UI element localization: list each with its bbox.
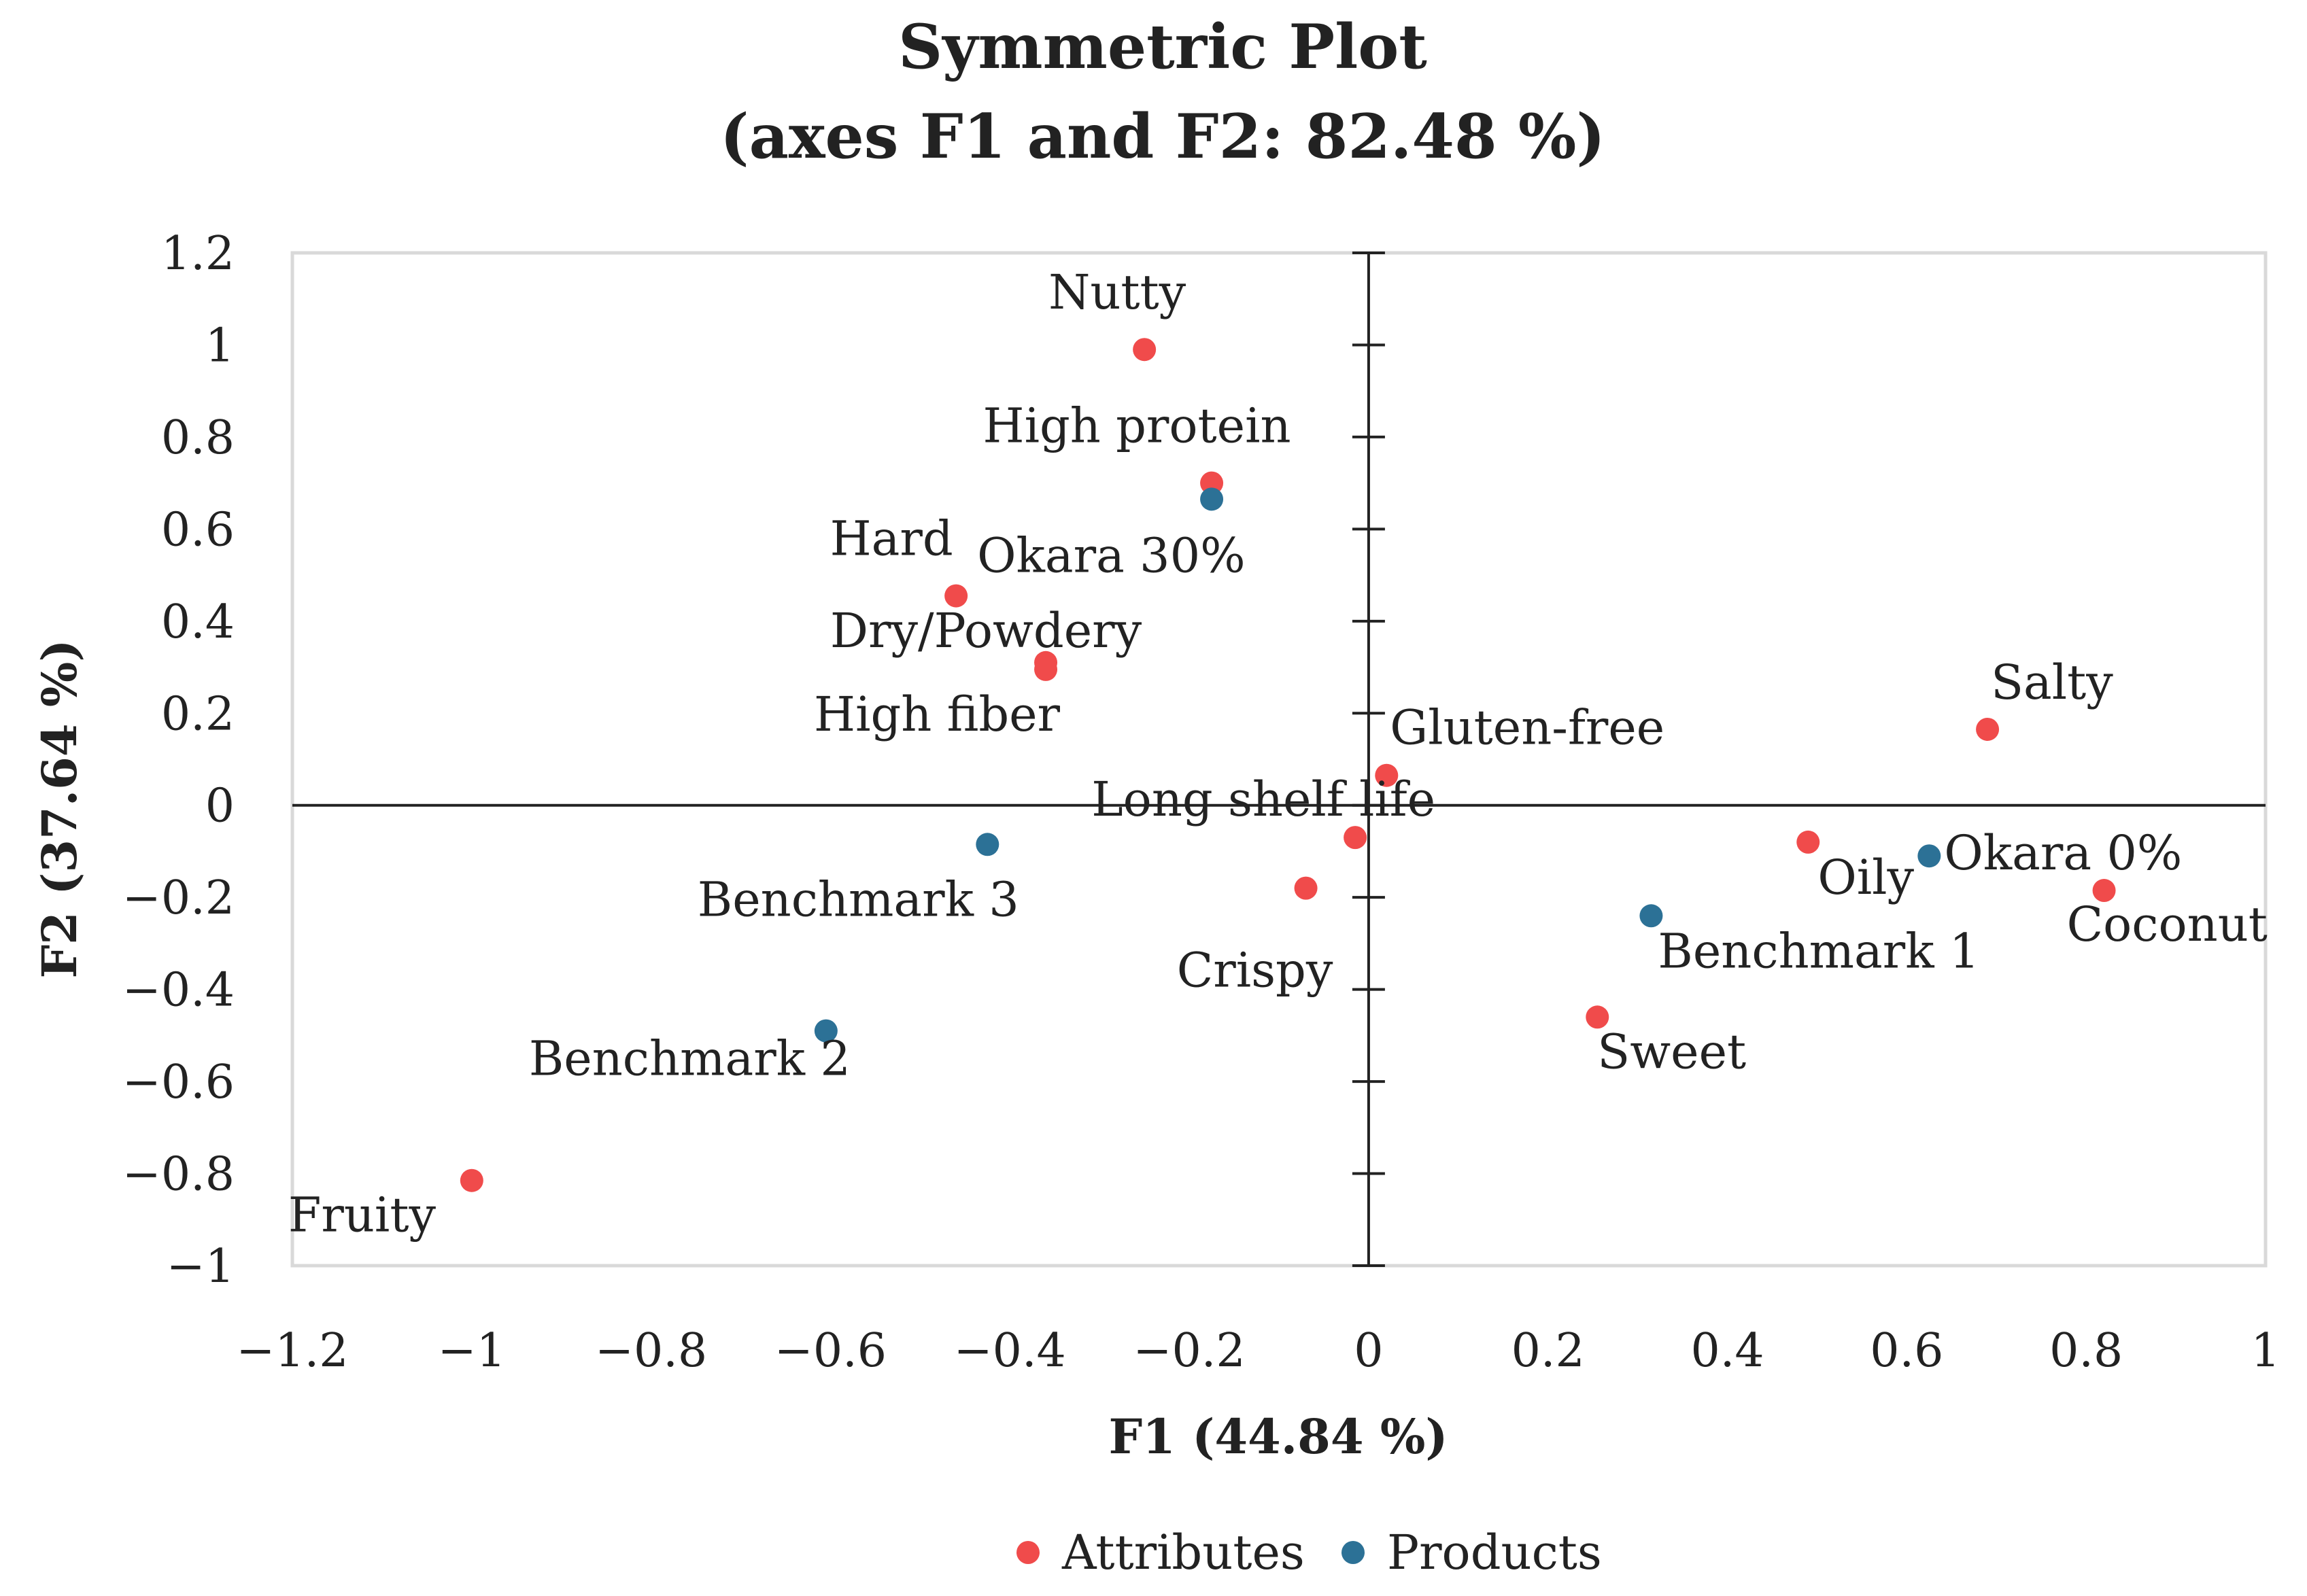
y-tick-label: −1 xyxy=(167,1240,235,1294)
label-salty: Salty xyxy=(1991,655,2113,710)
y-tick-label: 0.6 xyxy=(161,503,235,557)
label-gluten-free: Gluten-free xyxy=(1390,700,1664,756)
label-crispy: Crispy xyxy=(1177,943,1333,999)
y-tick-label: 1.2 xyxy=(161,227,235,281)
x-tick-label: −1 xyxy=(438,1324,506,1378)
x-tick-label: −0.8 xyxy=(595,1324,707,1378)
chart-title: Symmetric Plot xyxy=(898,11,1427,83)
point-salty xyxy=(1976,717,2000,741)
label-okara-30: Okara 30% xyxy=(977,527,1246,583)
point-okara-30 xyxy=(1200,487,1224,511)
point-hard xyxy=(944,584,968,608)
legend: Attributes Products xyxy=(1016,1525,1602,1580)
data-points xyxy=(460,338,2116,1192)
x-tick-label: 0.4 xyxy=(1690,1324,1764,1378)
point-sweet xyxy=(1586,1005,1609,1029)
point-fruity xyxy=(460,1168,483,1192)
point-benchmark-1 xyxy=(1639,904,1663,928)
point-benchmark-2 xyxy=(814,1019,838,1043)
x-tick-label: −0.6 xyxy=(774,1324,887,1378)
plot-frame xyxy=(290,251,2268,1268)
x-axis-title: F1 (44.84 %) xyxy=(1108,1408,1448,1465)
x-tick-label: 1 xyxy=(2251,1324,2280,1378)
label-dry-powdery: Dry/Powdery xyxy=(830,603,1142,659)
axes-layer xyxy=(292,251,2266,1267)
label-long-shelf-life: Long shelf life xyxy=(1091,771,1435,827)
label-okara-0: Okara 0% xyxy=(1944,825,2182,881)
y-tick-label: −0.6 xyxy=(122,1056,235,1109)
point-high-protein xyxy=(1200,471,1224,495)
point-nutty xyxy=(1133,338,1157,362)
legend-label-attributes: Attributes xyxy=(1061,1525,1305,1580)
x-tick-labels: −1.2 −1 −0.8 −0.6 −0.4 −0.2 0 0.2 0.4 0.6 0.8 1 xyxy=(236,1324,2280,1378)
label-benchmark-2: Benchmark 2 xyxy=(529,1031,851,1087)
y-tick-label: 0.4 xyxy=(161,595,235,649)
label-sweet: Sweet xyxy=(1597,1024,1746,1079)
label-hard: Hard xyxy=(830,511,953,567)
legend-marker-products xyxy=(1342,1541,1365,1564)
label-nutty: Nutty xyxy=(1048,264,1186,320)
point-crispy xyxy=(1294,876,1318,900)
label-high-fiber: High fiber xyxy=(814,687,1061,742)
x-tick-label: −0.2 xyxy=(1133,1324,1246,1378)
point-high-fiber xyxy=(1034,657,1058,681)
chart-subtitle: (axes F1 and F2: 82.48 %) xyxy=(720,101,1605,173)
label-oily: Oily xyxy=(1817,850,1914,905)
label-high-protein: High protein xyxy=(983,398,1291,454)
x-tick-label: −0.4 xyxy=(954,1324,1066,1378)
point-labels: Nutty High protein Hard Dry/Powdery High fib… xyxy=(288,264,2268,1243)
y-axis-title: F2 (37.64 %) xyxy=(31,639,88,978)
point-gluten-free xyxy=(1375,763,1399,787)
y-tick-labels: 1.2 1 0.8 0.6 0.4 0.2 0 −0.2 −0.4 −0.6 −0.8 −1 xyxy=(122,227,235,1294)
label-coconut: Coconut xyxy=(2067,897,2268,952)
point-oily xyxy=(1796,830,1820,854)
x-tick-label: 0.6 xyxy=(1870,1324,1943,1378)
y-tick-label: 0 xyxy=(205,780,235,833)
point-benchmark-3 xyxy=(976,833,999,856)
legend-label-products: Products xyxy=(1387,1525,1602,1580)
y-tick-label: 0.8 xyxy=(161,411,235,465)
y-tick-label: −0.4 xyxy=(122,964,235,1018)
point-long-shelf-life xyxy=(1344,826,1367,850)
legend-marker-attributes xyxy=(1016,1541,1040,1564)
x-tick-label: 0.8 xyxy=(2049,1324,2123,1378)
point-okara-0 xyxy=(1917,844,1941,868)
point-coconut xyxy=(2092,879,2116,903)
label-fruity: Fruity xyxy=(288,1187,437,1243)
y-tick-label: −0.8 xyxy=(122,1148,235,1202)
y-tick-label: −0.2 xyxy=(122,871,235,925)
label-benchmark-1: Benchmark 1 xyxy=(1658,923,1979,979)
y-tick-label: 1 xyxy=(205,319,235,372)
y-tick-label: 0.2 xyxy=(161,687,235,741)
x-tick-label: 0 xyxy=(1354,1324,1383,1378)
x-tick-label: −1.2 xyxy=(236,1324,348,1378)
label-benchmark-3: Benchmark 3 xyxy=(698,871,1019,927)
x-tick-label: 0.2 xyxy=(1511,1324,1585,1378)
